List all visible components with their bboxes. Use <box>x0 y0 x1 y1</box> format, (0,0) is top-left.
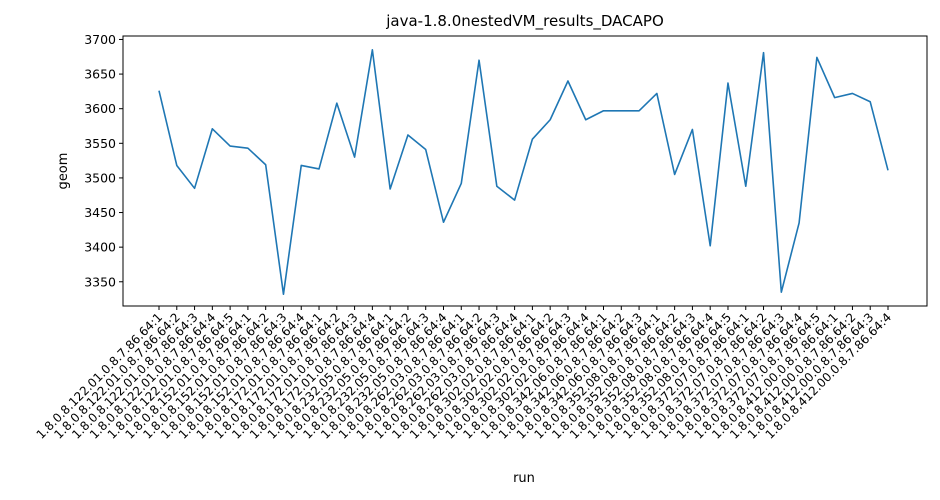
y-tick-label: 3450 <box>84 205 116 220</box>
y-tick-label: 3350 <box>84 274 116 289</box>
y-tick-label: 3550 <box>84 136 116 151</box>
x-axis: 1.8.0.8.122.01.0.8.7.86.64:11.8.0.8.122.… <box>34 306 894 442</box>
x-axis-label: run <box>513 471 535 486</box>
y-axis-label: geom <box>56 153 71 190</box>
y-tick-label: 3500 <box>84 170 116 185</box>
y-tick-label: 3700 <box>84 32 116 47</box>
y-tick-label: 3650 <box>84 67 116 82</box>
series-line <box>158 49 889 296</box>
chart-title: java-1.8.0nestedVM_results_DACAPO <box>385 12 664 31</box>
y-axis: 3350 3400 3450 3500 3550 3600 3650 3700 <box>84 32 123 289</box>
y-tick-label: 3400 <box>84 240 116 255</box>
plot-frame <box>122 35 928 307</box>
y-tick-label: 3600 <box>84 101 116 116</box>
